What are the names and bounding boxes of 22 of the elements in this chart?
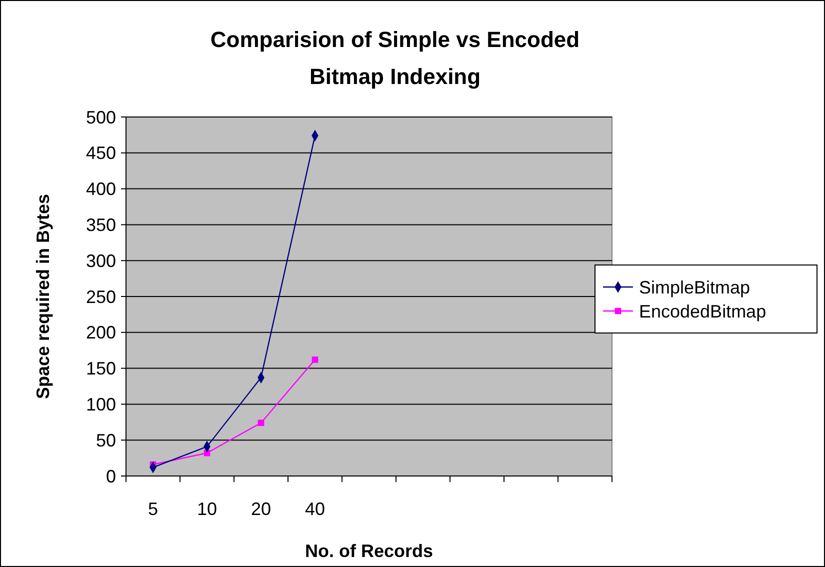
legend-label: EncodedBitmap <box>639 301 766 322</box>
y-tick-label: 250 <box>86 286 116 307</box>
y-tick-label: 0 <box>106 466 116 486</box>
y-tick-label: 200 <box>86 322 116 343</box>
point <box>258 420 264 426</box>
point <box>312 356 318 363</box>
y-tick-label: 350 <box>86 215 116 235</box>
legend-label: SimpleBitmap <box>639 277 750 298</box>
y-tick-label: 300 <box>86 250 116 271</box>
chart-title: Comparision of Simple vs Encoded Bitmap Indexing <box>210 27 580 89</box>
x-tick-label: 5 <box>148 499 158 519</box>
x-tick-label: 40 <box>304 499 326 519</box>
y-tick-label: 150 <box>86 358 116 379</box>
y-tick-label: 450 <box>86 143 116 164</box>
y-tick-label: 400 <box>86 179 116 200</box>
y-tick-label: 100 <box>86 394 116 414</box>
y-tick-label: 50 <box>96 430 116 450</box>
y-tick-label: 500 <box>86 107 116 128</box>
x-tick-label: 10 <box>196 499 218 519</box>
x-tick-label: 20 <box>250 499 272 519</box>
y-axis-title: Space required in Bytes <box>33 194 53 400</box>
x-axis-title: No. of Records <box>304 541 434 561</box>
